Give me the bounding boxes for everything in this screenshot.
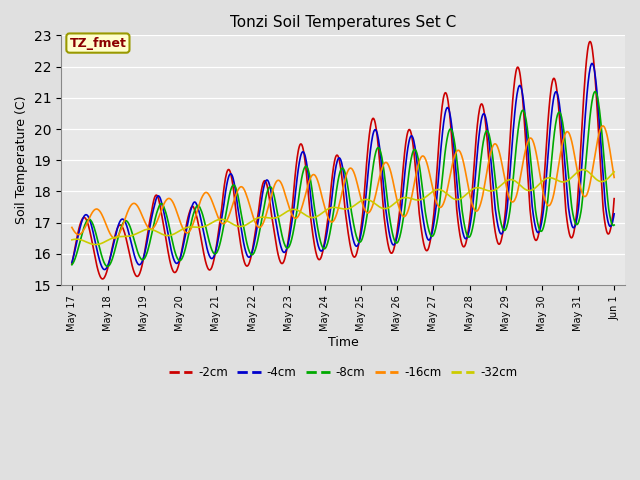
X-axis label: Time: Time bbox=[328, 336, 358, 349]
-2cm bbox=[441, 90, 449, 96]
-8cm bbox=[288, 236, 296, 242]
-8cm bbox=[441, 152, 449, 157]
Line: -16cm: -16cm bbox=[72, 126, 614, 239]
Line: -2cm: -2cm bbox=[72, 42, 614, 279]
-16cm bbox=[68, 225, 76, 230]
-4cm bbox=[492, 206, 499, 212]
-2cm bbox=[124, 243, 132, 249]
-32cm bbox=[124, 233, 132, 239]
Text: TZ_fmet: TZ_fmet bbox=[70, 36, 126, 49]
-4cm bbox=[501, 220, 509, 226]
-32cm bbox=[92, 242, 100, 248]
-2cm bbox=[501, 212, 509, 218]
-32cm bbox=[501, 179, 509, 185]
Line: -4cm: -4cm bbox=[72, 63, 614, 270]
-16cm bbox=[599, 123, 607, 129]
-32cm bbox=[441, 189, 449, 195]
-16cm bbox=[307, 174, 315, 180]
Y-axis label: Soil Temperature (C): Soil Temperature (C) bbox=[15, 96, 28, 225]
-32cm bbox=[579, 167, 587, 172]
-32cm bbox=[288, 207, 296, 213]
-2cm bbox=[307, 220, 315, 226]
-2cm bbox=[586, 39, 594, 45]
-2cm bbox=[492, 229, 499, 235]
-16cm bbox=[492, 141, 499, 147]
-4cm bbox=[124, 227, 132, 232]
-8cm bbox=[104, 264, 111, 269]
-8cm bbox=[591, 89, 599, 95]
-4cm bbox=[68, 260, 76, 265]
-2cm bbox=[99, 276, 107, 282]
-16cm bbox=[501, 177, 509, 183]
Line: -8cm: -8cm bbox=[72, 92, 614, 266]
-8cm bbox=[124, 219, 132, 225]
-16cm bbox=[441, 197, 449, 203]
-16cm bbox=[124, 209, 132, 215]
-2cm bbox=[611, 196, 618, 202]
-16cm bbox=[288, 211, 296, 217]
-32cm bbox=[611, 169, 618, 175]
-8cm bbox=[492, 177, 499, 182]
-16cm bbox=[111, 236, 118, 241]
-8cm bbox=[611, 222, 618, 228]
-4cm bbox=[441, 112, 449, 118]
-32cm bbox=[68, 237, 76, 243]
-8cm bbox=[501, 228, 509, 233]
-4cm bbox=[611, 211, 618, 217]
-32cm bbox=[492, 187, 499, 192]
-4cm bbox=[288, 220, 296, 226]
Line: -32cm: -32cm bbox=[72, 169, 614, 245]
-8cm bbox=[68, 262, 76, 268]
Title: Tonzi Soil Temperatures Set C: Tonzi Soil Temperatures Set C bbox=[230, 15, 456, 30]
-32cm bbox=[307, 215, 315, 220]
-2cm bbox=[288, 211, 296, 216]
-4cm bbox=[588, 60, 596, 66]
-16cm bbox=[611, 175, 618, 180]
-2cm bbox=[68, 261, 76, 267]
-4cm bbox=[100, 267, 108, 273]
-4cm bbox=[307, 199, 315, 205]
Legend: -2cm, -4cm, -8cm, -16cm, -32cm: -2cm, -4cm, -8cm, -16cm, -32cm bbox=[164, 361, 522, 384]
-8cm bbox=[307, 181, 315, 187]
